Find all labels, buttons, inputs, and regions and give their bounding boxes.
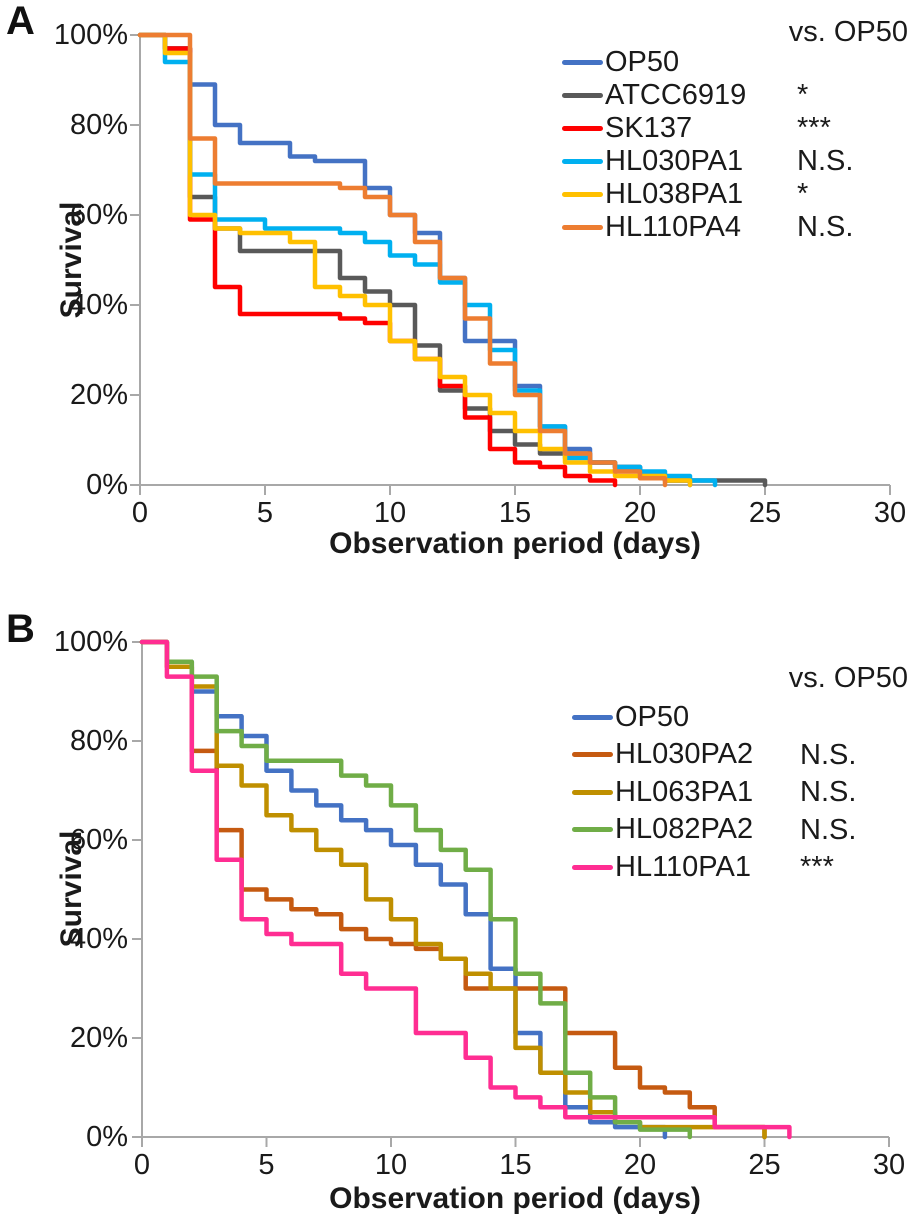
legend-row-hl082pa2: HL082PA2 <box>572 813 754 845</box>
x-tick-label-b-10: 10 <box>374 1149 408 1181</box>
x-tick-label-b-15: 15 <box>499 1149 532 1181</box>
panel-a-plot <box>130 32 891 495</box>
legend-row-atcc6919: ATCC6919 <box>562 78 747 111</box>
significance-atcc6919: * <box>797 79 809 111</box>
y-tick-label-a-100: 100% <box>53 19 128 51</box>
x-tick-label-a-10: 10 <box>373 497 407 529</box>
significance-hl110pa4: N.S. <box>797 211 854 243</box>
legend-row-hl110pa1: HL110PA1 <box>572 850 751 883</box>
legend-row-op50: OP50 <box>562 45 680 78</box>
significance-hl038pa1: * <box>797 178 809 210</box>
y-tick-label-a-0: 0% <box>86 469 128 501</box>
legend-row-hl030pa2: HL030PA2 <box>572 738 754 770</box>
legend-label-hl063pa1: HL063PA1 <box>615 775 754 808</box>
x-tick-label-b-5: 5 <box>258 1149 275 1181</box>
series-hl038pa1-panel-a <box>137 32 693 488</box>
significance-hl030pa2: N.S. <box>800 738 857 771</box>
legend-row-op50: OP50 <box>572 700 690 733</box>
legend-label-sk137: SK137 <box>605 111 693 144</box>
significance-hl063pa1: N.S. <box>800 776 857 808</box>
legend-row-hl030pa1: HL030PA1 <box>562 144 744 177</box>
legend-swatch-op50 <box>562 59 603 65</box>
x-tick-label-a-25: 25 <box>748 497 782 529</box>
y-tick-label-a-80: 80% <box>69 109 128 141</box>
significance-hl110pa1: *** <box>800 851 834 883</box>
legend-swatch-hl038pa1 <box>562 191 603 197</box>
series-hl030pa2-panel-b <box>139 639 767 1140</box>
legend-swatch-atcc6919 <box>562 92 603 98</box>
legend-swatch-op50 <box>572 714 613 720</box>
x-tick-label-a-20: 20 <box>623 497 657 529</box>
y-tick-label-a-60: 60% <box>69 199 128 231</box>
x-tick-label-a-30: 30 <box>873 497 907 529</box>
series-hl082pa2-panel-b <box>139 639 693 1140</box>
y-tick-label-b-0: 0% <box>86 1121 128 1153</box>
y-tick-label-b-60: 60% <box>69 824 128 856</box>
x-tick-label-b-30: 30 <box>872 1149 906 1181</box>
y-tick-label-a-40: 40% <box>69 289 128 321</box>
significance-hl082pa2: N.S. <box>800 813 857 846</box>
legend-swatch-hl110pa1 <box>572 864 613 870</box>
y-tick-label-b-80: 80% <box>69 725 128 757</box>
legend-label-hl110pa1: HL110PA1 <box>615 850 751 883</box>
legend-label-hl038pa1: HL038PA1 <box>605 177 744 210</box>
series-sk137-panel-a <box>137 32 618 488</box>
legend-swatch-hl030pa1 <box>562 158 603 164</box>
legend-swatch-hl030pa2 <box>572 752 613 757</box>
legend-row-sk137: SK137 <box>562 111 693 144</box>
legend-swatch-hl082pa2 <box>572 827 613 832</box>
legend-label-hl030pa1: HL030PA1 <box>605 144 744 177</box>
legend-row-hl110pa4: HL110PA4 <box>562 210 741 243</box>
significance-sk137: *** <box>797 112 831 144</box>
significance-hl030pa1: N.S. <box>797 145 854 177</box>
panel-b-plot <box>132 639 890 1147</box>
legend-label-hl110pa4: HL110PA4 <box>605 210 741 243</box>
x-tick-label-a-5: 5 <box>256 497 274 529</box>
y-tick-label-b-20: 20% <box>69 1022 128 1054</box>
panel-a-label: A <box>6 0 35 43</box>
y-tick-label-b-100: 100% <box>53 626 128 658</box>
legend-row-hl063pa1: HL063PA1 <box>572 775 754 808</box>
legend-swatch-sk137 <box>562 125 603 131</box>
x-tick-label-a-0: 0 <box>131 497 149 529</box>
legend-swatch-hl063pa1 <box>572 789 613 795</box>
series-hl110pa1-panel-b <box>139 639 792 1140</box>
legend-label-op50: OP50 <box>615 700 690 733</box>
panel-a-x-axis-title: Observation period (days) <box>329 527 701 560</box>
legend-row-hl038pa1: HL038PA1 <box>562 177 744 210</box>
y-tick-label-b-40: 40% <box>69 923 128 955</box>
y-tick-label-a-20: 20% <box>69 379 128 411</box>
legend-label-op50: OP50 <box>605 45 680 78</box>
panel-b-legend-title: vs. OP50 <box>788 662 908 694</box>
series-hl110pa4-panel-a <box>137 32 668 488</box>
panel-b-x-axis-title: Observation period (days) <box>329 1182 701 1215</box>
legend-swatch-hl110pa4 <box>562 224 603 230</box>
panel-b-label: B <box>6 607 35 651</box>
legend-label-hl082pa2: HL082PA2 <box>615 813 754 845</box>
x-tick-label-b-25: 25 <box>748 1149 781 1181</box>
x-tick-label-b-0: 0 <box>133 1149 151 1181</box>
x-tick-label-a-15: 15 <box>498 497 532 529</box>
legend-label-hl030pa2: HL030PA2 <box>615 738 754 770</box>
legend-label-atcc6919: ATCC6919 <box>605 78 747 111</box>
x-tick-label-b-20: 20 <box>623 1149 657 1181</box>
panel-a-legend-title: vs. OP50 <box>788 16 908 48</box>
